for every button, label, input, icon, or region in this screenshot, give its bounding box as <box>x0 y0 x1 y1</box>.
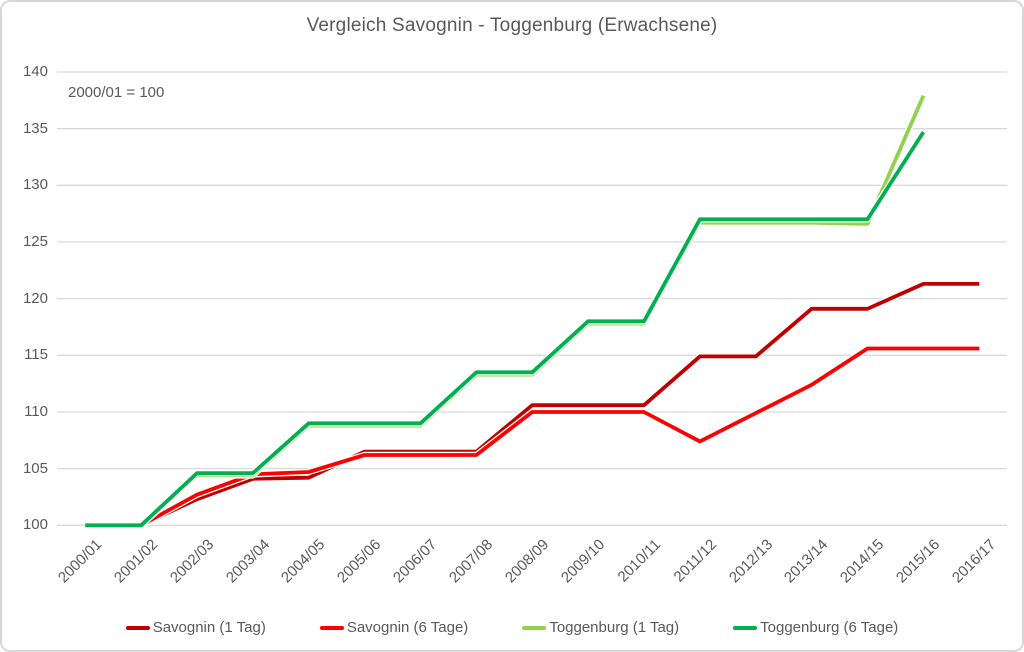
axis-note: 2000/01 = 100 <box>68 84 165 101</box>
y-tick-label: 120 <box>22 289 48 307</box>
legend-label: Savognin (6 Tage) <box>346 619 469 636</box>
legend-item-savognin-6-tage: Savognin (6 Tage) <box>319 619 469 636</box>
y-tick-label: 100 <box>22 516 48 534</box>
series-line-savognin-1-tag- <box>85 281 980 528</box>
y-tick-label: 140 <box>22 63 48 80</box>
legend-label: Savognin (1 Tag) <box>152 619 266 636</box>
legend-line-marker <box>125 625 150 630</box>
chart-title: Vergleich Savognin - Toggenburg (Erwachs… <box>306 15 718 36</box>
legend-item-savognin-1-tag: Savognin (1 Tag) <box>125 619 266 636</box>
legend-line-marker <box>319 625 344 630</box>
series-line-toggenburg-6-tage- <box>85 131 925 528</box>
legend-label: Toggenburg (6 Tage) <box>760 619 899 636</box>
y-tick-label: 110 <box>24 403 48 420</box>
series-line-toggenburg-1-tag- <box>85 95 926 528</box>
series-line-casing <box>85 130 927 529</box>
legend: Savognin (1 Tag) Savognin (6 Tage) Togge… <box>2 619 1022 636</box>
y-tick-label: 135 <box>22 119 48 137</box>
series-line-casing <box>85 94 927 529</box>
legend-label: Toggenburg (1 Tag) <box>549 619 680 636</box>
series-line-savognin-6-tage- <box>85 346 980 528</box>
y-tick-label: 105 <box>22 459 48 477</box>
legend-line-marker <box>733 625 758 630</box>
legend-item-toggenburg-1-tag: Toggenburg (1 Tag) <box>522 619 679 636</box>
y-tick-label: 130 <box>22 176 48 194</box>
y-tick-label: 115 <box>24 346 48 364</box>
y-tick-label: 125 <box>22 233 48 250</box>
legend-line-marker <box>522 625 547 630</box>
legend-item-toggenburg-6-tage: Toggenburg (6 Tage) <box>733 619 898 636</box>
